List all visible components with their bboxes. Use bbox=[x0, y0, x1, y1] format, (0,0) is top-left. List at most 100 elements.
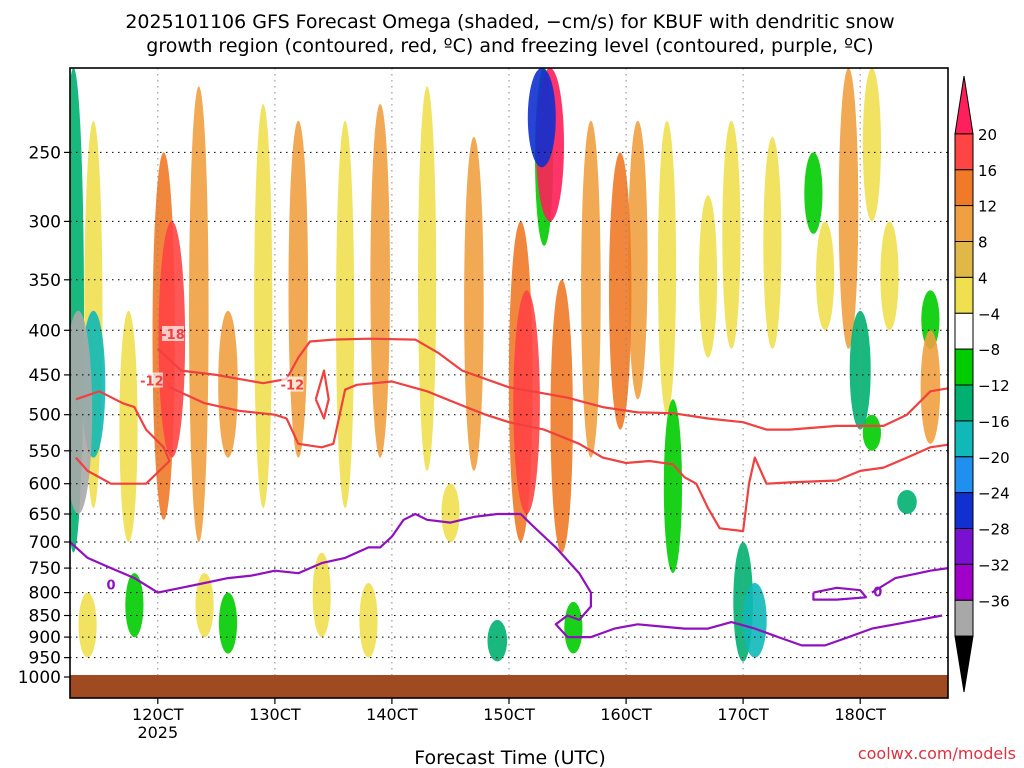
omega-feature-12 bbox=[78, 592, 97, 658]
y-tick-label-300: 300 bbox=[29, 212, 61, 232]
colorbar-label-4: 4 bbox=[978, 269, 988, 287]
colorbar-swatch-5 bbox=[954, 276, 974, 314]
omega-feature-2 bbox=[254, 104, 273, 509]
credit-text: coolwx.com/models bbox=[858, 744, 1016, 763]
x-tick-label-150CT: 150CT bbox=[483, 705, 535, 724]
colorbar-label-9: −20 bbox=[978, 449, 1010, 467]
contour-3 bbox=[314, 369, 330, 420]
colorbar: 20 16 12 8 4 −4 −8 −12 −16 −20 −24 −28 −32 −36 bbox=[954, 75, 1010, 693]
y-tick-label-750: 750 bbox=[29, 559, 61, 579]
x-tick-label-170CT: 170CT bbox=[717, 705, 769, 724]
title-line-1: 2025101106 GFS Forecast Omega (shaded, −… bbox=[125, 11, 894, 33]
contour-label-bg-4 bbox=[100, 576, 122, 592]
y-tick-label-950: 950 bbox=[29, 649, 61, 669]
omega-feature-44 bbox=[742, 583, 767, 658]
omega-feature-7 bbox=[722, 120, 741, 349]
contour-6 bbox=[871, 567, 948, 594]
contour-label-bg-0 bbox=[162, 326, 184, 341]
contour-label-bg-2 bbox=[140, 372, 163, 388]
y-tick-label-900: 900 bbox=[29, 628, 61, 648]
x-tick-label-140CT: 140CT bbox=[366, 705, 418, 724]
colorbar-label-10: −24 bbox=[978, 485, 1010, 503]
contour-label-1: -12 bbox=[281, 379, 305, 394]
contour-2 bbox=[75, 390, 171, 485]
omega-feature-41 bbox=[609, 152, 632, 430]
contour-4 bbox=[70, 512, 943, 647]
contour-1 bbox=[169, 380, 948, 533]
omega-feature-8 bbox=[763, 137, 782, 349]
colorbar-label-0: 20 bbox=[978, 126, 997, 144]
omega-feature-23 bbox=[862, 414, 882, 451]
contour-label-bg-1 bbox=[281, 376, 304, 392]
omega-feature-15 bbox=[359, 583, 378, 658]
omega-feature-29 bbox=[464, 137, 484, 471]
x-tick-sublabel-120CT: 2025 bbox=[137, 723, 178, 742]
omega-feature-10 bbox=[862, 68, 882, 222]
colorbar-label-3: 8 bbox=[978, 234, 988, 252]
y-tick-label-650: 650 bbox=[29, 505, 61, 525]
omega-feature-5 bbox=[657, 120, 677, 415]
colorbar-label-7: −12 bbox=[978, 377, 1010, 395]
omega-feature-6 bbox=[698, 195, 718, 358]
omega-feature-21 bbox=[663, 399, 683, 574]
y-tick-label-800: 800 bbox=[29, 584, 61, 604]
contour-0 bbox=[157, 337, 948, 431]
omega-feature-31 bbox=[628, 120, 648, 400]
colorbar-label-2: 12 bbox=[978, 198, 997, 216]
y-tick-label-850: 850 bbox=[29, 607, 61, 627]
x-tick-label-120CT: 120CT bbox=[132, 705, 184, 724]
colorbar-swatch-6 bbox=[954, 312, 974, 350]
colorbar-label-12: −32 bbox=[978, 556, 1010, 574]
chart-title: 2025101106 GFS Forecast Omega (shaded, −… bbox=[125, 11, 894, 57]
omega-feature-22 bbox=[804, 152, 823, 234]
colorbar-label-11: −28 bbox=[978, 521, 1010, 539]
y-tick-label-350: 350 bbox=[29, 271, 61, 291]
omega-feature-4 bbox=[418, 86, 437, 471]
x-tick-label-180CT: 180CT bbox=[834, 705, 886, 724]
omega-feature-30 bbox=[581, 120, 601, 458]
colorbar-swatch-4 bbox=[954, 241, 974, 278]
omega-shading bbox=[70, 68, 941, 662]
omega-feature-27 bbox=[288, 120, 309, 458]
colorbar-label-8: −16 bbox=[978, 413, 1010, 431]
omega-feature-3 bbox=[336, 120, 355, 509]
colorbar-swatch-1 bbox=[954, 133, 974, 171]
colorbar-swatch-15 bbox=[954, 635, 974, 693]
contour-label-bg-5 bbox=[866, 583, 889, 599]
y-tick-label-450: 450 bbox=[29, 366, 61, 386]
omega-feature-49 bbox=[70, 310, 93, 514]
colorbar-swatch-13 bbox=[954, 563, 974, 601]
colorbar-swatch-8 bbox=[954, 384, 974, 422]
omega-feature-19 bbox=[218, 592, 238, 654]
colorbar-swatch-11 bbox=[954, 492, 974, 530]
colorbar-swatch-3 bbox=[954, 205, 974, 243]
omega-feature-36 bbox=[897, 490, 917, 514]
contour-label-0: -18 bbox=[161, 328, 185, 343]
omega-feature-13 bbox=[195, 573, 214, 638]
colorbar-label-1: 16 bbox=[978, 162, 997, 180]
contour-5 bbox=[812, 586, 868, 601]
pressure-axis: 2503003504004505005506006507007508008509… bbox=[18, 143, 70, 688]
omega-feature-32 bbox=[838, 68, 859, 349]
y-tick-label-400: 400 bbox=[29, 321, 61, 341]
colorbar-swatch-10 bbox=[954, 456, 974, 494]
contour-label-4: 0 bbox=[106, 578, 115, 593]
omega-feature-46 bbox=[513, 290, 540, 514]
omega-feature-26 bbox=[218, 310, 238, 458]
colorbar-swatch-2 bbox=[954, 169, 974, 207]
omega-feature-16 bbox=[441, 483, 460, 543]
omega-feature-24 bbox=[921, 290, 940, 349]
y-tick-label-600: 600 bbox=[29, 475, 61, 495]
omega-feature-28 bbox=[370, 103, 391, 458]
omega-feature-9 bbox=[816, 221, 835, 331]
colorbar-label-5: −4 bbox=[978, 305, 1000, 323]
omega-feature-38 bbox=[849, 310, 871, 430]
omega-feature-1 bbox=[119, 310, 138, 543]
title-line-2: growth region (contoured, red, ºC) and f… bbox=[146, 35, 873, 57]
contour-lines: -18 -12 -12 0 0 bbox=[70, 326, 948, 647]
omega-feature-11 bbox=[880, 221, 899, 331]
omega-feature-20 bbox=[564, 601, 583, 654]
x-tick-label-130CT: 130CT bbox=[249, 705, 301, 724]
